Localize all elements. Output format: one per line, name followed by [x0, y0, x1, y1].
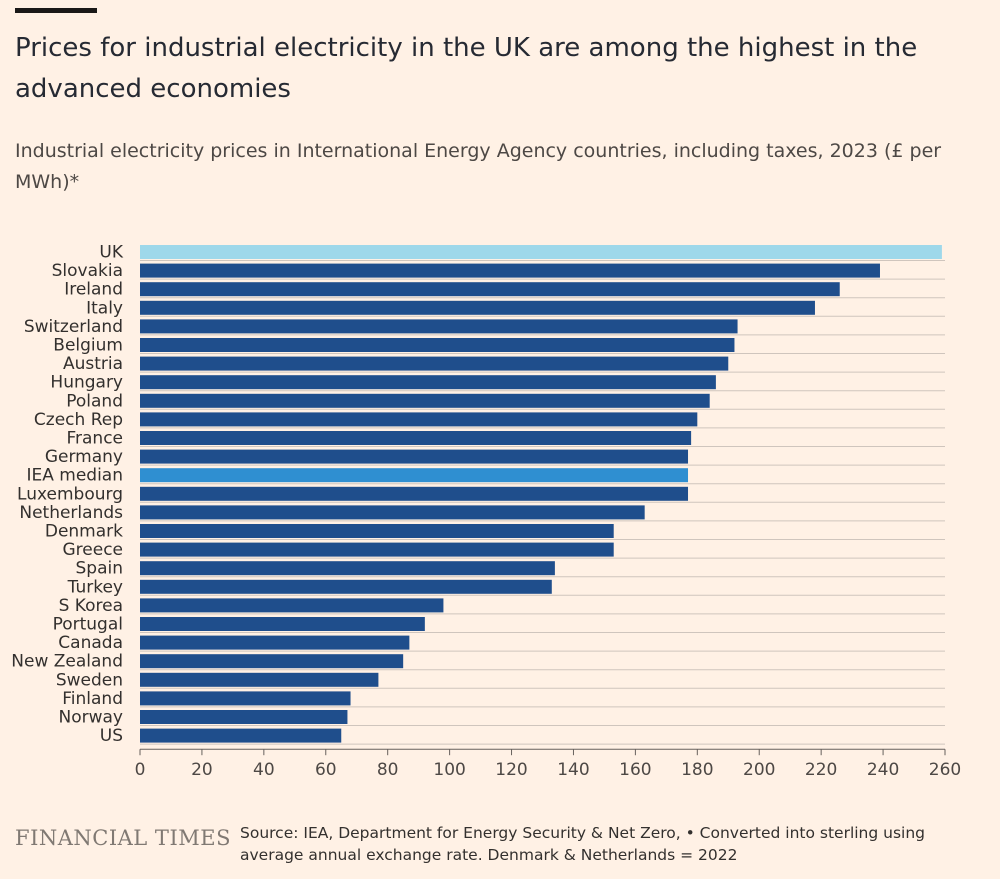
category-label: Canada	[58, 633, 123, 653]
bar-portugal	[140, 617, 425, 631]
bar-switzerland	[140, 319, 738, 334]
category-label: Austria	[63, 354, 123, 374]
bar-france	[140, 431, 692, 445]
x-tick-label: 0	[135, 760, 146, 780]
category-label: Norway	[59, 708, 124, 728]
bar-chart: UKSlovakiaIrelandItalySwitzerlandBelgium…	[11, 243, 961, 781]
bar-new-zealand	[140, 654, 404, 669]
category-label: Portugal	[53, 615, 123, 635]
category-label: Slovakia	[52, 261, 123, 281]
x-tick-label: 200	[743, 760, 775, 780]
bar-canada	[140, 635, 410, 650]
bar-sweden	[140, 672, 379, 687]
x-tick-label: 20	[191, 760, 213, 780]
category-label: IEA median	[26, 466, 123, 486]
category-label: Hungary	[50, 373, 123, 393]
x-tick-label: 60	[315, 760, 337, 780]
category-label: S Korea	[59, 596, 123, 616]
category-label: Germany	[45, 447, 123, 467]
bar-hungary	[140, 375, 716, 390]
bar-iea-median	[140, 468, 689, 483]
bar-turkey	[140, 579, 552, 594]
category-label: Netherlands	[19, 503, 123, 523]
category-label: UK	[99, 243, 123, 263]
category-label: Czech Rep	[34, 410, 123, 430]
bar-czech-rep	[140, 412, 698, 427]
x-tick-label: 100	[433, 760, 465, 780]
x-tick-label: 220	[805, 760, 837, 780]
bar-uk	[140, 245, 942, 259]
category-label: Poland	[66, 391, 123, 411]
bar-slovakia	[140, 263, 880, 278]
bar-austria	[140, 356, 729, 371]
bar-spain	[140, 561, 555, 576]
x-tick-label: 160	[619, 760, 651, 780]
chart-subtitle: Industrial electricity prices in Interna…	[15, 140, 942, 193]
x-tick-label: 120	[495, 760, 527, 780]
category-label: Sweden	[56, 670, 123, 690]
ft-logo: FINANCIAL TIMES	[15, 826, 231, 850]
category-label: Spain	[76, 559, 124, 579]
category-label: Italy	[86, 298, 123, 318]
bar-s-korea	[140, 598, 444, 613]
bar-greece	[140, 542, 614, 557]
category-label: France	[66, 429, 123, 449]
category-label: Ireland	[64, 280, 123, 300]
bar-us	[140, 728, 342, 743]
bar-denmark	[140, 524, 614, 538]
category-label: Belgium	[53, 336, 123, 356]
category-label: Turkey	[67, 577, 123, 597]
x-tick-label: 240	[867, 760, 899, 780]
bar-luxembourg	[140, 486, 689, 501]
category-label: Luxembourg	[17, 484, 123, 504]
bar-germany	[140, 449, 689, 464]
x-tick-label: 80	[377, 760, 399, 780]
x-tick-label: 40	[253, 760, 275, 780]
x-tick-label: 260	[929, 760, 961, 780]
bar-ireland	[140, 282, 840, 297]
bar-netherlands	[140, 505, 645, 520]
source-note: Source: IEA, Department for Energy Secur…	[240, 824, 926, 864]
chart-title: Prices for industrial electricity in the…	[15, 33, 918, 104]
bar-finland	[140, 691, 351, 706]
category-label: Switzerland	[24, 317, 123, 337]
category-label: Denmark	[45, 522, 123, 542]
bar-poland	[140, 393, 710, 408]
bar-italy	[140, 300, 815, 315]
top-rule	[15, 8, 97, 13]
category-label: New Zealand	[11, 652, 123, 672]
category-label: Finland	[62, 689, 123, 709]
bar-belgium	[140, 338, 735, 352]
x-tick-label: 180	[681, 760, 713, 780]
x-tick-label: 140	[557, 760, 589, 780]
category-label: Greece	[62, 540, 123, 560]
category-label: US	[100, 726, 123, 746]
bar-norway	[140, 710, 348, 724]
